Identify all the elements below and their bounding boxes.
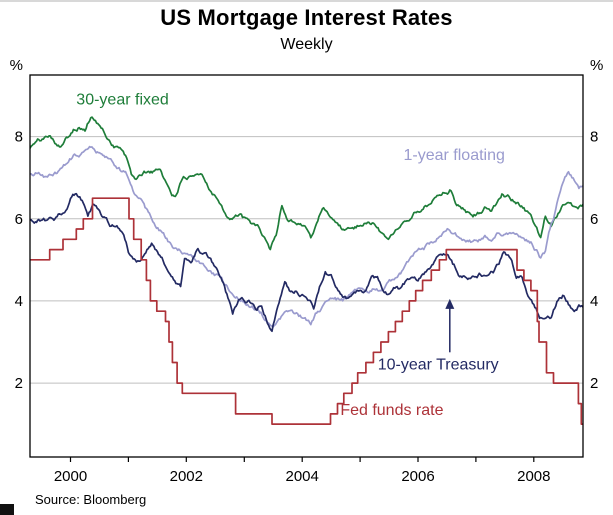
bottom-left-corner-artifact xyxy=(0,504,14,515)
x-axis-label-2000: 2000 xyxy=(54,468,87,485)
y-axis-label-right-8: 8 xyxy=(590,129,598,146)
x-axis-label-2008: 2008 xyxy=(517,468,550,485)
series-line-1-year-floating xyxy=(30,145,583,328)
chart-subtitle: Weekly xyxy=(280,36,333,53)
plot-frame xyxy=(29,74,584,458)
chart-title: US Mortgage Interest Rates xyxy=(160,5,453,30)
y-axis-label-right-2: 2 xyxy=(590,375,598,392)
treasury-arrow-head xyxy=(445,298,455,309)
annotation-fed-funds-rate: Fed funds rate xyxy=(340,402,443,419)
y-axis-label-left-8: 8 xyxy=(15,129,23,146)
y-axis-label-left-2: 2 xyxy=(15,375,23,392)
x-axis-label-2004: 2004 xyxy=(286,468,319,485)
unit-label-left: % xyxy=(10,57,23,74)
annotation-1-year-floating: 1-year floating xyxy=(404,147,505,164)
window-top-border xyxy=(0,0,613,2)
series-line-fed-funds-rate xyxy=(30,197,583,425)
y-axis-label-left-6: 6 xyxy=(15,211,23,228)
y-axis-label-right-4: 4 xyxy=(590,293,598,310)
x-axis-label-2006: 2006 xyxy=(401,468,434,485)
annotation-30-year-fixed: 30-year fixed xyxy=(76,92,169,109)
unit-label-right: % xyxy=(590,57,603,74)
annotation-10-year-treasury: 10-year Treasury xyxy=(378,357,499,374)
y-axis-label-right-6: 6 xyxy=(590,211,598,228)
series-line-30-year-fixed xyxy=(30,116,583,251)
series-line-10-year-treasury xyxy=(30,192,583,333)
source-note: Source: Bloomberg xyxy=(35,492,147,507)
x-axis-label-2002: 2002 xyxy=(170,468,203,485)
y-axis-label-left-4: 4 xyxy=(15,293,23,310)
